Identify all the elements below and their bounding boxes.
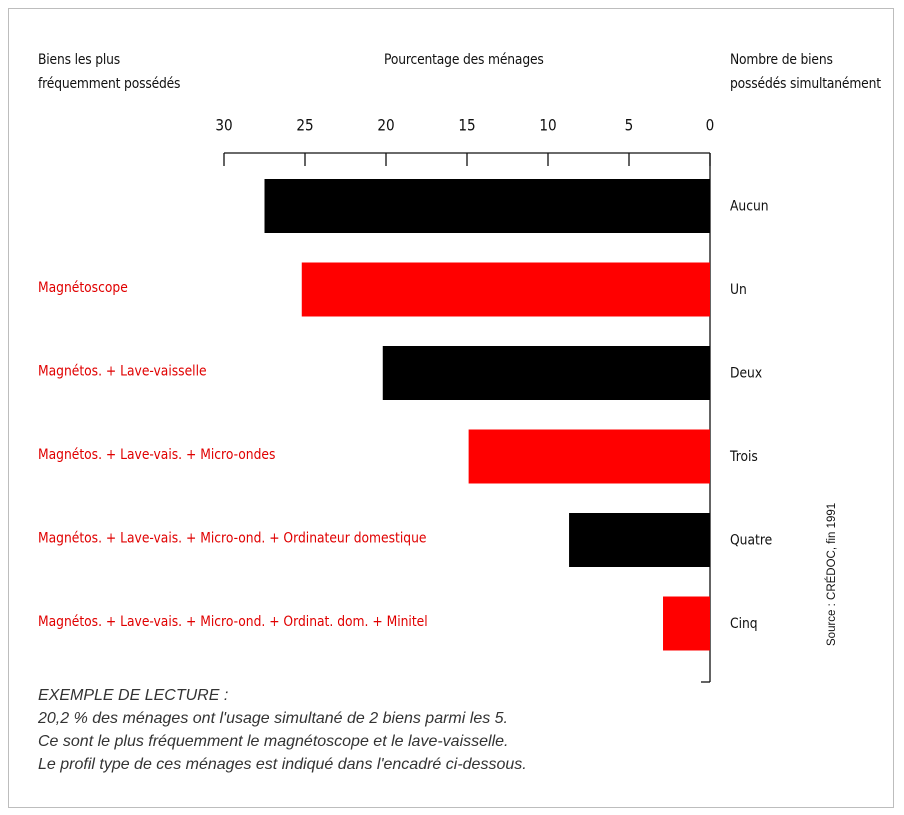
item-label: Magnétos. + Lave-vais. + Micro-ond. + Or…: [38, 613, 428, 630]
bar: [468, 429, 710, 484]
item-label: Magnétoscope: [38, 279, 128, 296]
right-header-line-1: Nombre de biens: [730, 52, 833, 68]
item-label: Magnétos. + Lave-vaisselle: [38, 362, 207, 379]
left-header: Biens les plus fréquemment possédés: [38, 48, 180, 96]
x-tick-label: 5: [625, 116, 634, 134]
left-header-line-1: Biens les plus: [38, 52, 121, 68]
bar: [382, 346, 710, 400]
item-label: Magnétos. + Lave-vais. + Micro-ond. + Or…: [38, 529, 426, 546]
category-label: Deux: [730, 365, 762, 381]
reading-example-line-1: 20,2 % des ménages ont l'usage simultané…: [38, 710, 508, 727]
category-label: Un: [730, 282, 747, 298]
x-tick-label: 25: [296, 116, 313, 134]
right-header-line-2: possédés simultanément: [730, 76, 881, 92]
x-tick-label: 30: [215, 116, 232, 134]
bar: [569, 513, 710, 567]
reading-example: EXEMPLE DE LECTURE : 20,2 % des ménages …: [38, 684, 527, 776]
source-note: Source : CRÉDOC, fin 1991: [826, 502, 838, 646]
reading-example-line-2: Ce sont le plus fréquemment le magnétosc…: [38, 733, 509, 750]
item-label: Magnétos. + Lave-vais. + Micro-ondes: [38, 446, 275, 463]
x-tick-label: 20: [377, 116, 394, 134]
chart-frame: [8, 8, 894, 808]
reading-example-line-3: Le profil type de ces ménages est indiqu…: [38, 756, 527, 773]
bar: [663, 596, 710, 651]
bar: [301, 262, 710, 317]
left-header-line-2: fréquemment possédés: [38, 76, 181, 92]
x-axis-title: Pourcentage des ménages: [384, 52, 544, 68]
category-label: Cinq: [730, 616, 758, 632]
bar: [264, 179, 710, 233]
category-label: Quatre: [730, 532, 772, 548]
category-label: Trois: [729, 449, 758, 465]
x-tick-label: 0: [706, 116, 715, 134]
reading-example-title: EXEMPLE DE LECTURE :: [38, 687, 229, 704]
x-tick-label: 15: [458, 116, 475, 134]
category-label: Aucun: [730, 198, 769, 214]
right-header: Nombre de biens possédés simultanément: [730, 48, 881, 96]
x-tick-label: 10: [539, 116, 556, 134]
